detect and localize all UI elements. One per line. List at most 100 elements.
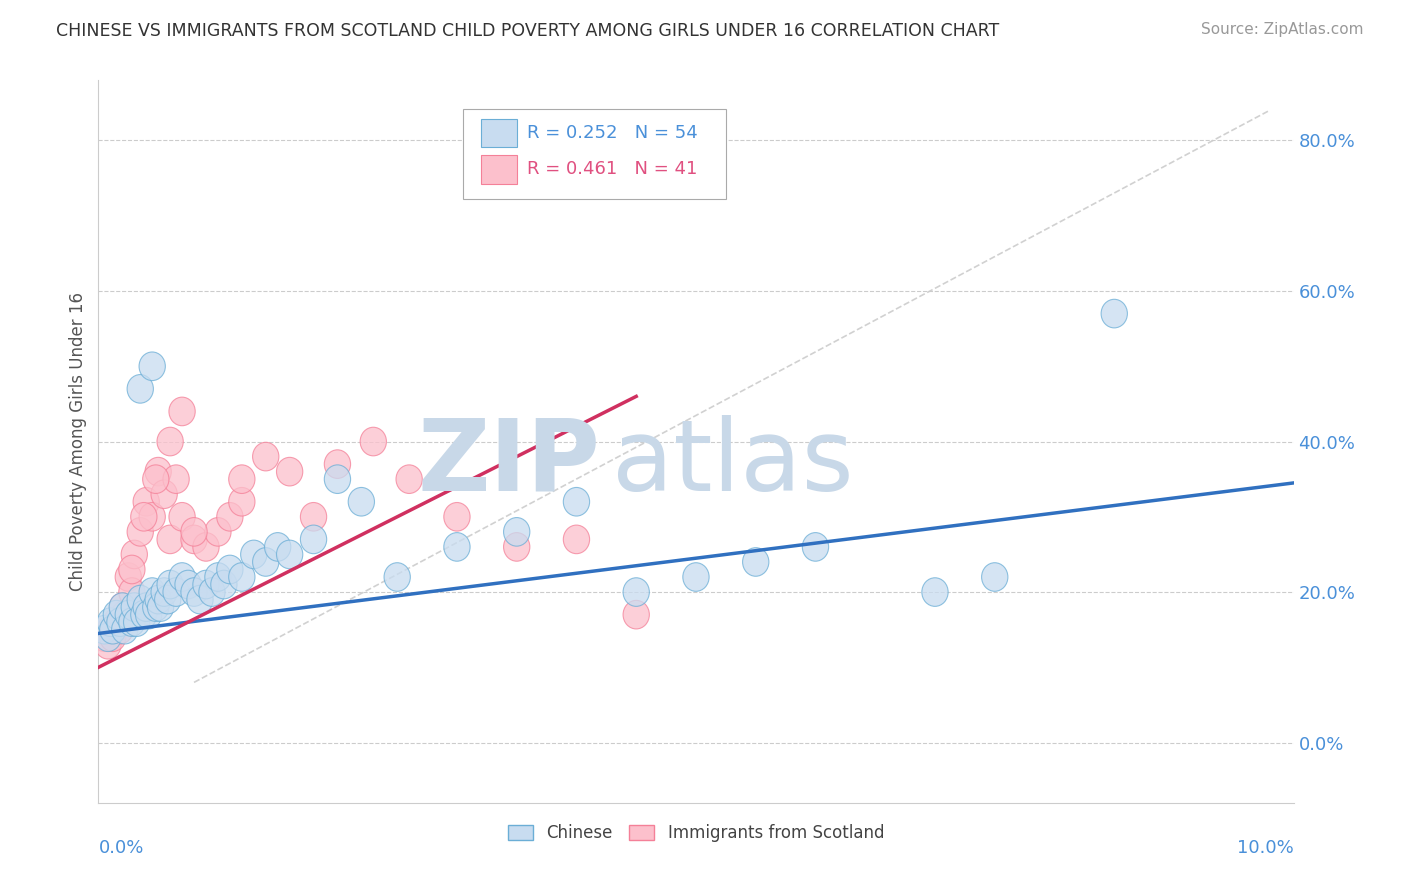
Ellipse shape <box>169 563 195 591</box>
Ellipse shape <box>127 375 153 403</box>
Ellipse shape <box>118 578 145 607</box>
Ellipse shape <box>163 465 190 493</box>
Ellipse shape <box>163 578 190 607</box>
Ellipse shape <box>922 578 948 607</box>
Ellipse shape <box>110 593 135 622</box>
Ellipse shape <box>131 600 157 629</box>
Ellipse shape <box>121 593 148 622</box>
Text: Source: ZipAtlas.com: Source: ZipAtlas.com <box>1201 22 1364 37</box>
Ellipse shape <box>155 585 181 614</box>
Ellipse shape <box>325 465 350 493</box>
FancyBboxPatch shape <box>463 109 725 200</box>
Ellipse shape <box>139 352 166 381</box>
Ellipse shape <box>150 578 177 607</box>
Ellipse shape <box>396 465 422 493</box>
Ellipse shape <box>181 525 207 554</box>
Ellipse shape <box>127 517 153 546</box>
Ellipse shape <box>124 607 150 637</box>
Ellipse shape <box>253 548 278 576</box>
Ellipse shape <box>301 525 326 554</box>
Text: atlas: atlas <box>613 415 853 512</box>
Ellipse shape <box>94 623 121 651</box>
Text: R = 0.252   N = 54: R = 0.252 N = 54 <box>527 124 699 142</box>
Ellipse shape <box>360 427 387 456</box>
Ellipse shape <box>174 570 201 599</box>
Ellipse shape <box>325 450 350 478</box>
Ellipse shape <box>148 593 174 622</box>
Ellipse shape <box>198 578 225 607</box>
Ellipse shape <box>217 555 243 583</box>
Bar <box>481 119 517 147</box>
Ellipse shape <box>444 502 470 531</box>
Ellipse shape <box>94 631 121 659</box>
Ellipse shape <box>349 487 374 516</box>
Ellipse shape <box>131 502 157 531</box>
Ellipse shape <box>115 600 142 629</box>
Ellipse shape <box>277 541 302 569</box>
Ellipse shape <box>211 570 238 599</box>
Ellipse shape <box>127 585 153 614</box>
Ellipse shape <box>301 502 326 531</box>
Ellipse shape <box>623 578 650 607</box>
Ellipse shape <box>91 623 118 651</box>
Text: CHINESE VS IMMIGRANTS FROM SCOTLAND CHILD POVERTY AMONG GIRLS UNDER 16 CORRELATI: CHINESE VS IMMIGRANTS FROM SCOTLAND CHIL… <box>56 22 1000 40</box>
Ellipse shape <box>97 607 124 637</box>
Ellipse shape <box>981 563 1008 591</box>
Ellipse shape <box>803 533 828 561</box>
Ellipse shape <box>503 517 530 546</box>
Ellipse shape <box>100 623 127 651</box>
Ellipse shape <box>121 541 148 569</box>
Ellipse shape <box>91 615 118 644</box>
Ellipse shape <box>150 480 177 508</box>
Ellipse shape <box>229 487 254 516</box>
Ellipse shape <box>229 563 254 591</box>
Ellipse shape <box>181 578 207 607</box>
Ellipse shape <box>100 615 127 644</box>
Ellipse shape <box>115 563 142 591</box>
Ellipse shape <box>118 607 145 637</box>
Ellipse shape <box>193 570 219 599</box>
Y-axis label: Child Poverty Among Girls Under 16: Child Poverty Among Girls Under 16 <box>69 292 87 591</box>
Ellipse shape <box>118 555 145 583</box>
Ellipse shape <box>110 593 135 622</box>
Ellipse shape <box>169 502 195 531</box>
Ellipse shape <box>253 442 278 471</box>
Ellipse shape <box>205 517 231 546</box>
Ellipse shape <box>145 458 172 486</box>
Ellipse shape <box>107 615 134 644</box>
Ellipse shape <box>1101 300 1128 328</box>
Ellipse shape <box>564 487 589 516</box>
Ellipse shape <box>107 607 134 637</box>
Ellipse shape <box>139 578 166 607</box>
Legend: Chinese, Immigrants from Scotland: Chinese, Immigrants from Scotland <box>501 817 891 848</box>
Ellipse shape <box>134 593 159 622</box>
Ellipse shape <box>111 600 138 629</box>
Ellipse shape <box>683 563 709 591</box>
Ellipse shape <box>187 585 214 614</box>
Ellipse shape <box>103 607 129 637</box>
Ellipse shape <box>157 525 183 554</box>
Ellipse shape <box>142 593 169 622</box>
Ellipse shape <box>134 487 159 516</box>
Ellipse shape <box>240 541 267 569</box>
Ellipse shape <box>157 427 183 456</box>
Ellipse shape <box>444 533 470 561</box>
Ellipse shape <box>217 502 243 531</box>
Ellipse shape <box>277 458 302 486</box>
Ellipse shape <box>169 397 195 425</box>
Ellipse shape <box>103 600 129 629</box>
Ellipse shape <box>193 533 219 561</box>
Ellipse shape <box>181 517 207 546</box>
Ellipse shape <box>264 533 291 561</box>
Bar <box>481 154 517 184</box>
Ellipse shape <box>139 502 166 531</box>
Ellipse shape <box>145 585 172 614</box>
Ellipse shape <box>503 533 530 561</box>
Ellipse shape <box>742 548 769 576</box>
Ellipse shape <box>564 525 589 554</box>
Text: 10.0%: 10.0% <box>1237 838 1294 857</box>
Text: R = 0.461   N = 41: R = 0.461 N = 41 <box>527 161 697 178</box>
Text: ZIP: ZIP <box>418 415 600 512</box>
Ellipse shape <box>384 563 411 591</box>
Ellipse shape <box>111 615 138 644</box>
